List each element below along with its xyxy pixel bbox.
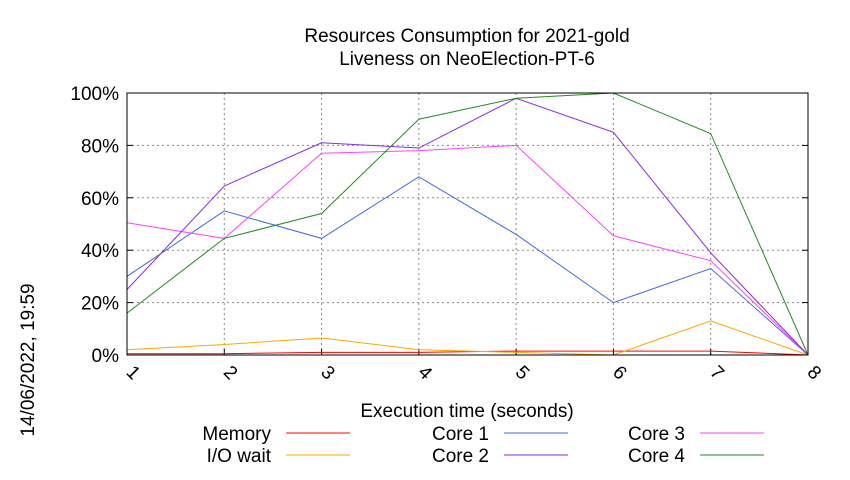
series-line-core-4 bbox=[126, 92, 809, 356]
x-ticks: 1 2 3 4 5 6 7 8 bbox=[122, 349, 825, 385]
series-line-core-3 bbox=[126, 144, 809, 356]
legend: Memory Core 1 Core 3 I/O wait Core 2 Core 4 bbox=[202, 424, 764, 467]
legend-label: Core 4 bbox=[628, 446, 685, 467]
y-tick-label: 80% bbox=[81, 136, 119, 157]
grid bbox=[126, 92, 809, 356]
legend-label: Core 1 bbox=[432, 424, 489, 445]
x-tick-label: 3 bbox=[316, 362, 338, 384]
y-tick-label: 100% bbox=[70, 84, 119, 105]
x-tick-label: 7 bbox=[705, 362, 727, 384]
chart-title: Resources Consumption for 2021-gold bbox=[304, 26, 629, 47]
legend-label: Memory bbox=[202, 424, 271, 445]
series-line-core-1 bbox=[126, 176, 809, 356]
x-axis-label: Execution time (seconds) bbox=[360, 401, 573, 422]
plot-border bbox=[126, 92, 809, 356]
y-tick-label: 20% bbox=[81, 294, 119, 315]
legend-label: Core 3 bbox=[628, 424, 685, 445]
y-tick-label: 0% bbox=[92, 346, 120, 367]
x-tick-label: 8 bbox=[803, 362, 825, 384]
legend-label: Core 2 bbox=[432, 446, 489, 467]
legend-label: I/O wait bbox=[207, 446, 272, 467]
x-tick-label: 6 bbox=[608, 362, 630, 384]
x-tick-label: 1 bbox=[122, 362, 144, 384]
series-line-i-o-wait bbox=[126, 320, 809, 356]
y-tick-label: 60% bbox=[81, 189, 119, 210]
y-tick-label: 40% bbox=[81, 241, 119, 262]
series-lines bbox=[126, 92, 809, 356]
y-ticks: 0% 20% 40% 60% 80% 100% bbox=[70, 84, 808, 367]
timestamp-label: 14/06/2022, 19:59 bbox=[18, 283, 39, 436]
x-tick-label: 4 bbox=[414, 362, 437, 385]
series-line-memory bbox=[127, 350, 809, 356]
series-line-core-2 bbox=[126, 97, 809, 356]
x-tick-label: 5 bbox=[511, 362, 533, 384]
chart-subtitle: Liveness on NeoElection-PT-6 bbox=[339, 49, 595, 70]
x-tick-label: 2 bbox=[219, 362, 241, 384]
